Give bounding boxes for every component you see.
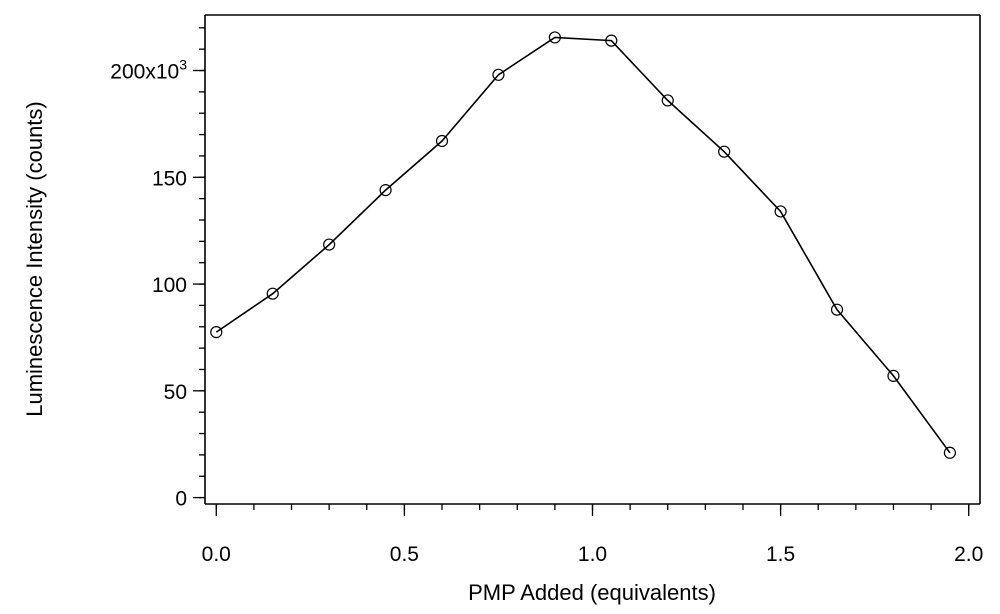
y-tick-label: 0 [175,488,187,511]
data-point [210,326,223,339]
data-point [718,145,731,158]
x-tick-label: 1.5 [766,543,795,566]
data-point [943,446,957,459]
data-point [605,34,618,47]
data-point [266,287,279,300]
series-layer [210,31,957,459]
y-tick-label: 200x103 [110,57,187,84]
y-tick-label: 150 [152,167,187,190]
data-point [379,184,392,197]
y-tick-label: 50 [164,381,187,404]
data-point [435,134,449,148]
series-line [215,36,951,454]
y-axis-ticks: 0 50 100 150 200x103 [110,27,205,511]
x-axis-title: PMP Added (equivalents) [468,580,716,605]
x-tick-label: 1.0 [578,543,607,566]
data-point [661,94,674,107]
data-point [830,303,844,316]
data-point [887,369,900,382]
x-tick-label: 0.5 [390,543,419,566]
y-axis-title: Luminescence Intensity (counts) [22,101,47,417]
data-point [323,238,336,251]
plot-frame [205,14,981,504]
x-tick-label: 2.0 [954,543,983,566]
x-tick-label: 0.0 [202,543,231,566]
x-axis-ticks: 0.0 0.5 1.0 1.5 2.0 [202,504,983,566]
data-point [774,205,787,218]
data-point [548,31,561,44]
y-tick-label: 100 [152,274,187,297]
data-point [492,68,505,81]
